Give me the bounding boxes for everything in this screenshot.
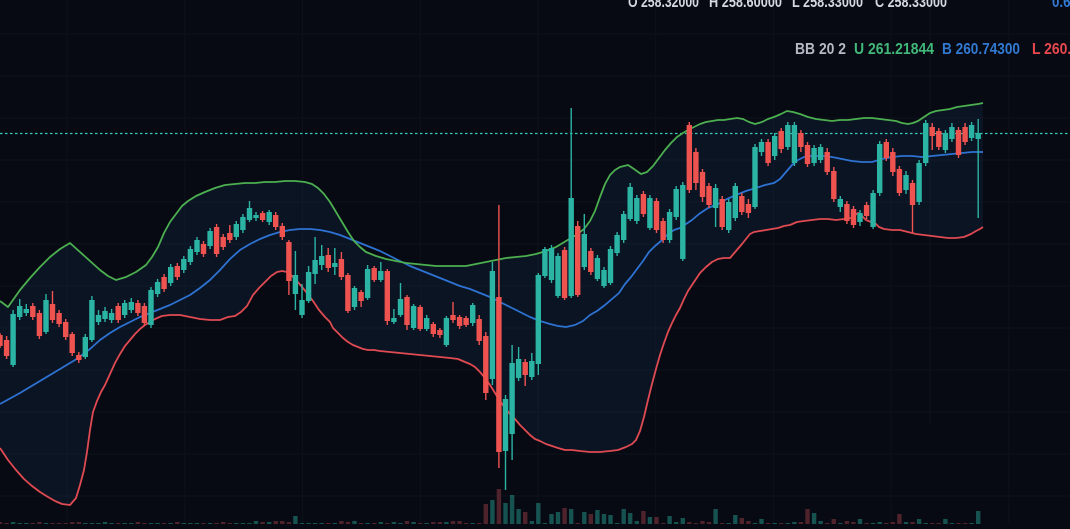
svg-text:L 260.26300: L 260.26300 (1032, 41, 1070, 58)
svg-text:L 258.33000: L 258.33000 (792, 0, 863, 11)
svg-text:B 260.74300: B 260.74300 (942, 41, 1020, 58)
svg-text:BB 20 2: BB 20 2 (795, 41, 846, 58)
svg-text:U 261.21844: U 261.21844 (854, 41, 934, 58)
svg-text:H 258.60000: H 258.60000 (709, 0, 782, 11)
svg-text:C 258.33000: C 258.33000 (875, 0, 947, 11)
svg-text:O 258.32000: O 258.32000 (628, 0, 699, 11)
svg-text:0.60: 0.60 (1052, 0, 1070, 11)
